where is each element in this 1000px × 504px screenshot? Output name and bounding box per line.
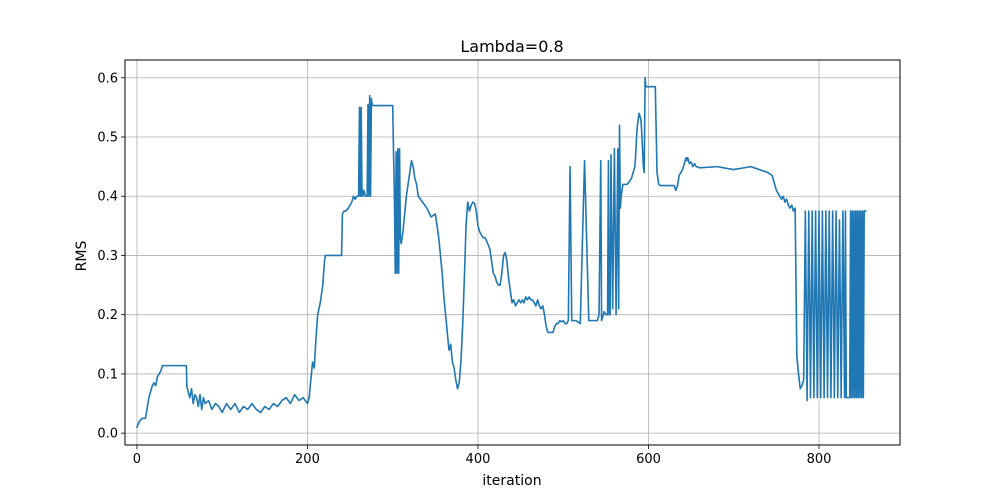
x-tick-label: 600 bbox=[636, 452, 661, 467]
y-tick-label: 0.6 bbox=[97, 71, 118, 86]
x-tick-label: 400 bbox=[466, 452, 491, 467]
series-layer bbox=[136, 76, 867, 429]
y-tick-label: 0.1 bbox=[97, 367, 118, 382]
x-tick-label: 200 bbox=[295, 452, 320, 467]
y-tick-label: 0.4 bbox=[97, 190, 118, 205]
y-tick-label: 0.5 bbox=[97, 131, 118, 146]
y-tick-label: 0.3 bbox=[97, 249, 118, 264]
x-tick-label: 800 bbox=[807, 452, 832, 467]
series-line-rms bbox=[136, 76, 867, 429]
x-tick-label: 0 bbox=[133, 452, 141, 467]
y-axis-label: RMS bbox=[74, 241, 90, 272]
grid-lines bbox=[125, 60, 900, 445]
tick-layer: 0 200 400 600 800 0.0 0.1 0.2 0.3 0.4 0.5 0.6 bbox=[97, 71, 831, 467]
chart-title: Lambda=0.8 bbox=[460, 37, 563, 56]
y-tick-label: 0.2 bbox=[97, 308, 118, 323]
axes-frame bbox=[124, 59, 901, 446]
x-axis-label: iteration bbox=[482, 473, 541, 489]
y-tick-label: 0.0 bbox=[97, 427, 118, 442]
